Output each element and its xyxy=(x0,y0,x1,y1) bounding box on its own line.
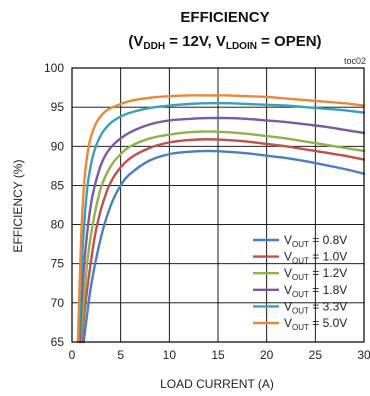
x-axis-label: LOAD CURRENT (A) xyxy=(160,377,274,391)
x-tick-label: 0 xyxy=(69,348,76,362)
series-line-5 xyxy=(77,101,366,344)
series-line-1 xyxy=(82,149,366,344)
x-tick-label: 25 xyxy=(309,348,323,362)
series-line-4 xyxy=(78,116,366,344)
series-line-2 xyxy=(80,138,366,344)
subtitle-mid: = 12V, V xyxy=(165,33,226,50)
chart-title: EFFICIENCY xyxy=(180,9,269,26)
legend-entry: VOUT = 1.2V xyxy=(284,266,347,282)
x-tick-label: 15 xyxy=(211,348,225,362)
series-line-3 xyxy=(79,130,366,344)
x-tick-label: 10 xyxy=(163,348,177,362)
legend-entry: VOUT = 0.8V xyxy=(284,233,347,249)
y-tick-label: 85 xyxy=(51,178,65,192)
series-layer xyxy=(76,94,366,344)
x-tick-label: 20 xyxy=(260,348,274,362)
y-tick-label: 90 xyxy=(51,139,65,153)
series-line-6 xyxy=(76,94,366,344)
tick-labels: 0 5 10 15 20 25 30 65 70 75 80 85 90 95 100 xyxy=(44,61,370,362)
y-tick-label: 65 xyxy=(51,335,65,349)
subtitle-open: (V xyxy=(128,33,143,50)
legend-entry: VOUT = 5.0V xyxy=(284,316,347,332)
legend-entry: VOUT = 1.8V xyxy=(284,283,347,299)
y-tick-label: 75 xyxy=(51,257,65,271)
legend-entry: VOUT = 1.0V xyxy=(284,250,347,266)
subtitle-close: = OPEN) xyxy=(257,33,322,50)
y-tick-label: 70 xyxy=(51,296,65,310)
x-tick-label: 5 xyxy=(117,348,124,362)
y-axis-label: EFFICIENCY (%) xyxy=(11,159,25,252)
legend-entry: VOUT = 3.3V xyxy=(284,299,347,315)
chart-subtitle: (VDDH = 12V, VLDOIN = OPEN) xyxy=(128,33,321,52)
y-tick-label: 80 xyxy=(51,218,65,232)
subtitle-sub-ddh: DDH xyxy=(143,41,165,52)
y-tick-label: 100 xyxy=(44,61,64,75)
plot-border xyxy=(71,67,365,343)
y-tick-label: 95 xyxy=(51,100,65,114)
x-tick-label: 30 xyxy=(357,348,370,362)
figure-tag: toc02 xyxy=(344,56,366,66)
subtitle-sub-ldoin: LDOIN xyxy=(226,41,257,52)
